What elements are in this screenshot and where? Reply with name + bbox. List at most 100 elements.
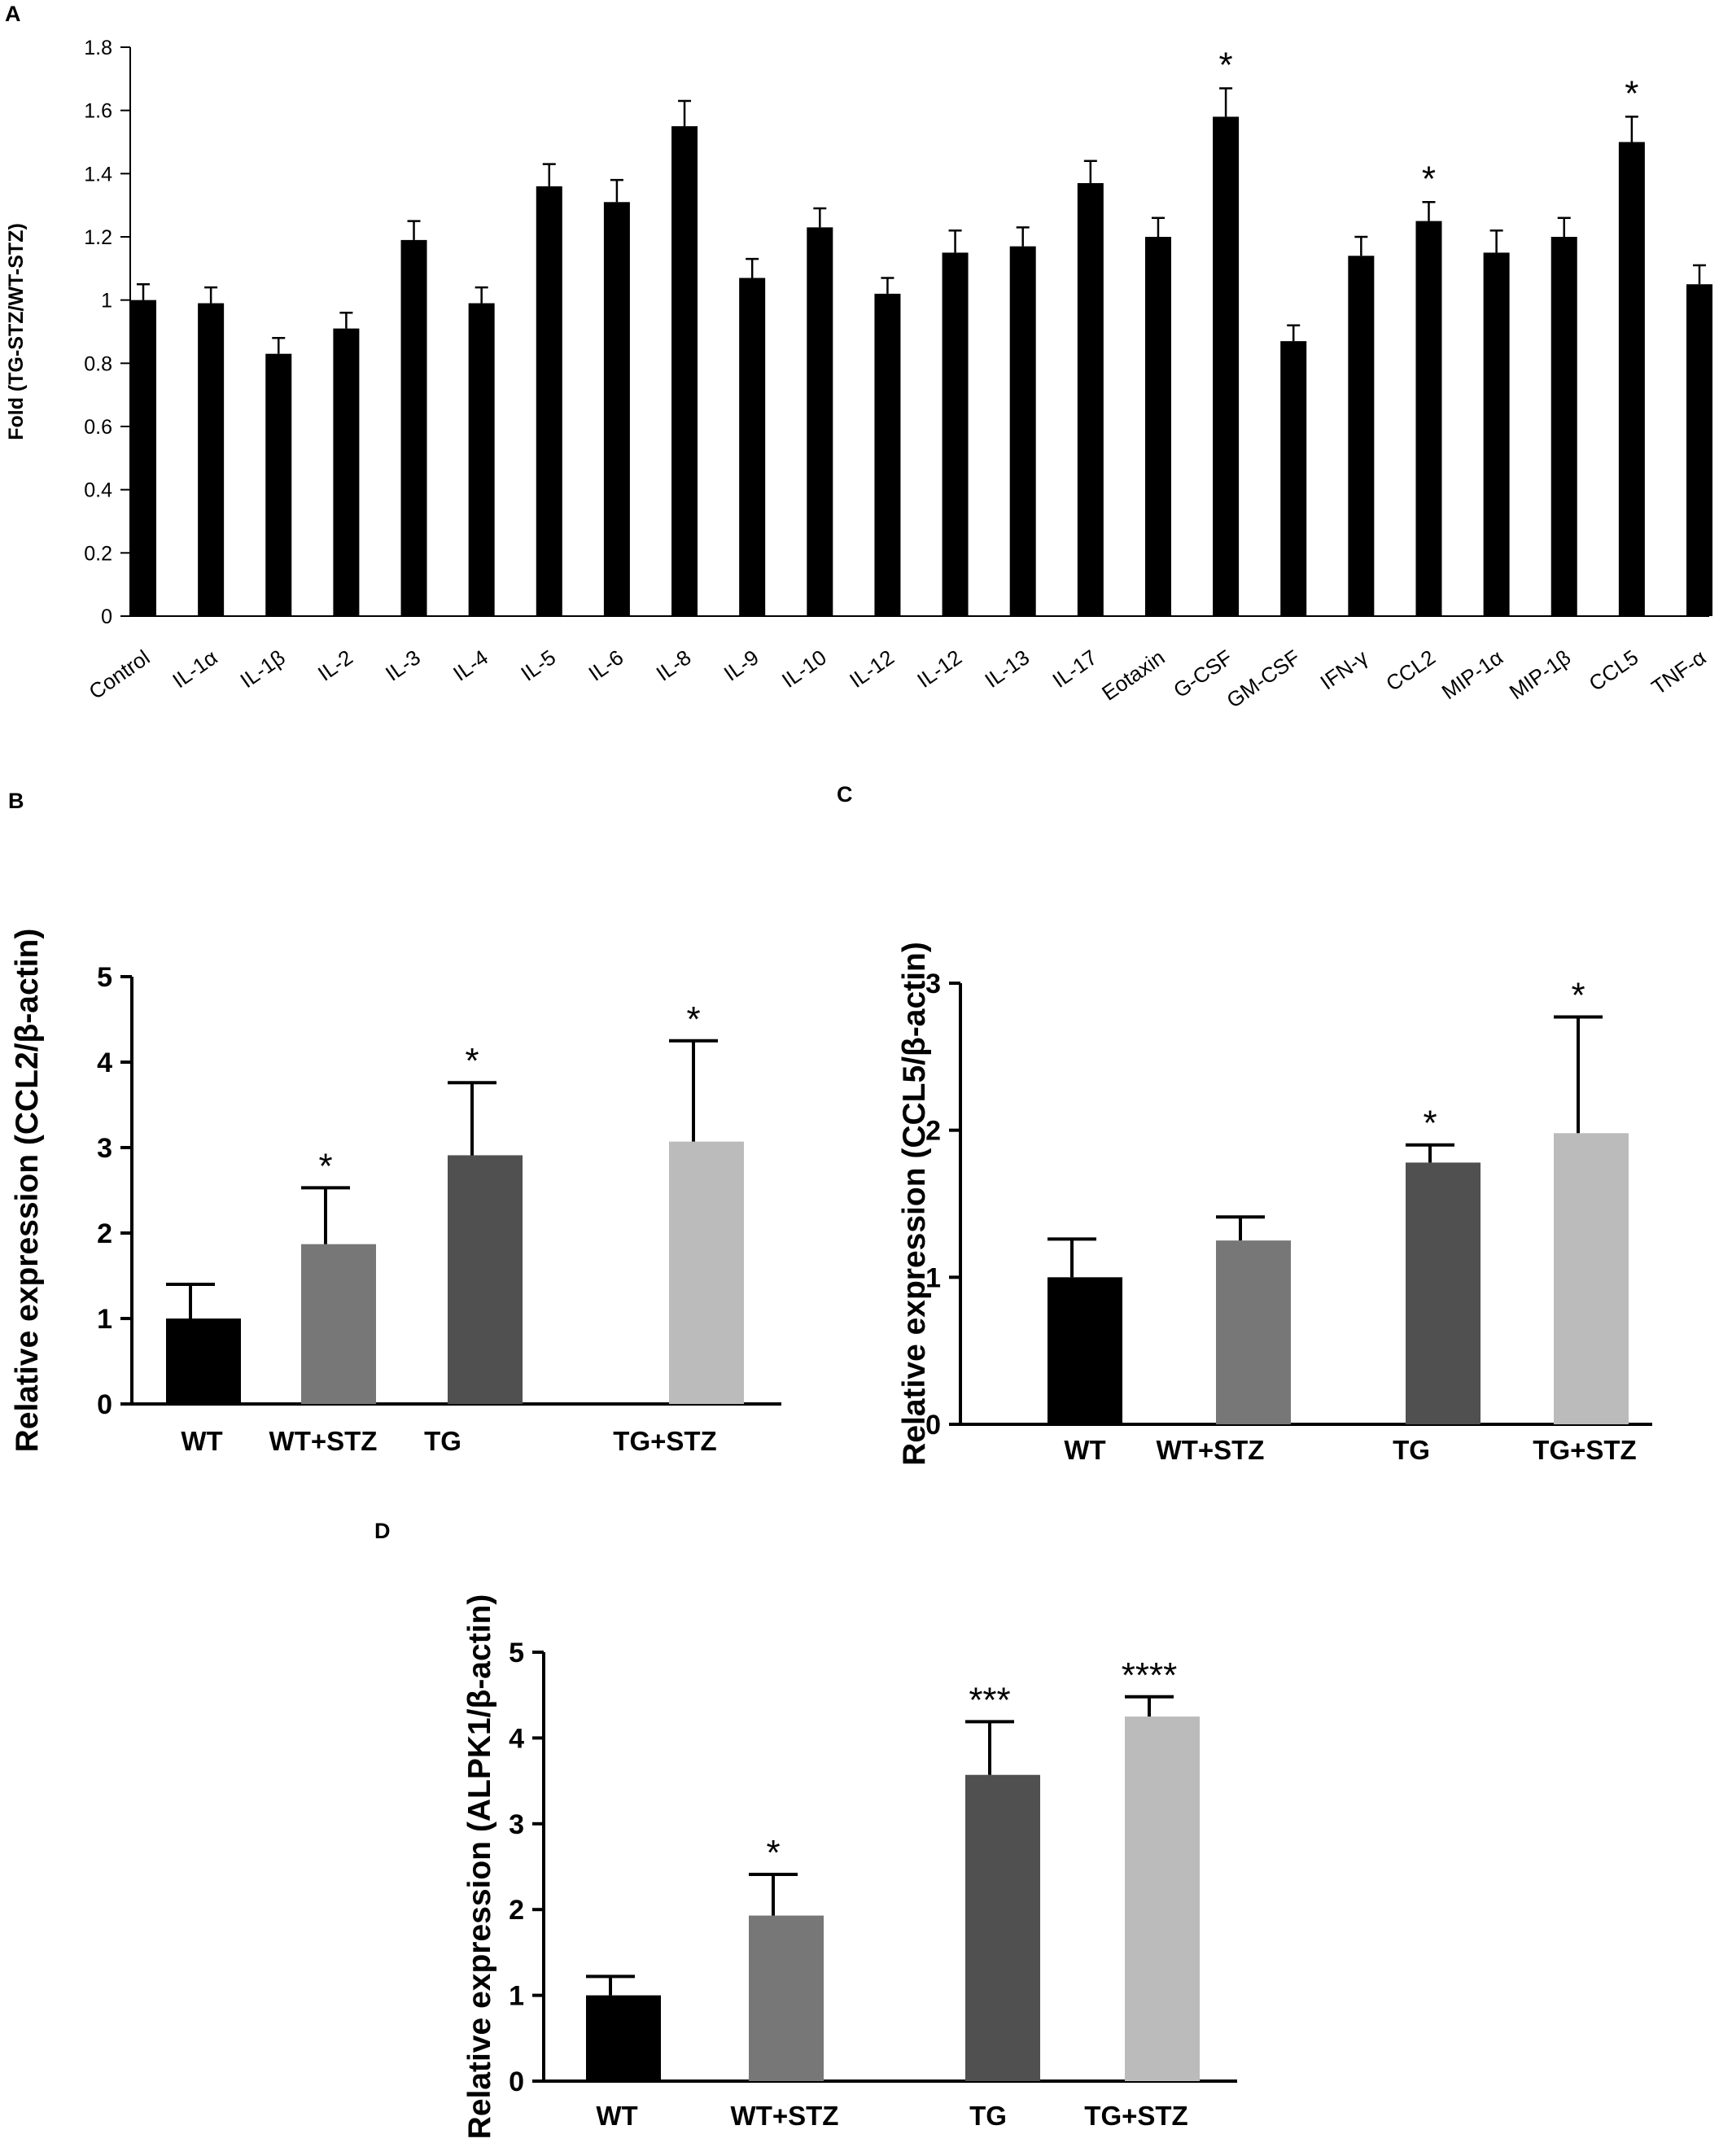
panel-letter-d: D	[374, 1519, 391, 1543]
y-tick-label: 0.8	[84, 352, 112, 375]
significance-marker: ***	[969, 1680, 1010, 1720]
significance-marker: *	[1219, 45, 1233, 85]
y-tick-label: 1	[509, 1981, 524, 2012]
bar	[1280, 341, 1307, 616]
bar	[1009, 246, 1036, 616]
panel-letter-c: C	[837, 782, 853, 807]
y-tick-label: 3	[97, 1133, 112, 1164]
significance-marker: *	[686, 999, 700, 1039]
y-tick-label: 1.2	[84, 226, 112, 249]
significance-marker: *	[1422, 159, 1436, 199]
y-tick-label: 0.2	[84, 542, 112, 565]
y-tick-label: 0	[97, 1389, 112, 1420]
category-label: MIP-1β	[1505, 645, 1575, 704]
significance-marker: *	[465, 1041, 479, 1081]
bar	[586, 1995, 661, 2081]
bar	[739, 278, 766, 616]
chart-a-cytokine-fold: 0 0.2 0.4 0.6 0.8 1 1.2 1.4 1.6 1.8 Fold (TG-STZ/W…	[5, 37, 1712, 713]
bar	[603, 202, 630, 617]
category-label: WT+STZ	[731, 2101, 839, 2131]
category-label: TG+STZ	[1084, 2101, 1187, 2131]
category-label: TNF-α	[1647, 645, 1710, 699]
category-label: WT+STZ	[1157, 1435, 1265, 1465]
category-label: WT	[1064, 1435, 1105, 1465]
y-tick-label: 1.8	[84, 37, 112, 59]
bar	[333, 328, 360, 616]
bar	[1144, 237, 1171, 616]
category-label: GM-CSF	[1222, 645, 1304, 712]
y-axis-label: Relative expression (CCL2/β-actin)	[10, 929, 45, 1453]
category-label: IL-9	[719, 645, 763, 685]
significance-marker: *	[1571, 976, 1585, 1016]
y-tick-label: 0.6	[84, 416, 112, 439]
bar	[671, 126, 698, 617]
category-label: IL-1α	[168, 645, 221, 693]
y-tick-label: 4	[509, 1723, 524, 1754]
bar	[1483, 252, 1510, 616]
y-tick-label: 3	[509, 1809, 524, 1840]
significance-marker: *	[1423, 1104, 1437, 1144]
category-label: IL-1β	[236, 645, 290, 693]
chart-b-ccl2-expression: 0 1 2 3 4 5 Relative expression (CCL2/β-actin)…	[10, 929, 781, 1456]
category-label: IL-13	[980, 645, 1034, 693]
y-axis-label: Fold (TG-STZ/WT-STZ)	[5, 223, 28, 440]
category-label: IFN-γ	[1316, 645, 1372, 694]
y-axis-label: Relative expression (ALPK1/β-actin)	[462, 1594, 497, 2140]
category-label: IL-17	[1048, 645, 1102, 693]
significance-marker: ****	[1122, 1655, 1178, 1695]
bar	[301, 1244, 376, 1404]
category-label: TG+STZ	[1533, 1435, 1636, 1465]
bar	[874, 293, 901, 616]
category-label: WT	[181, 1426, 222, 1456]
y-tick-label: 2	[509, 1895, 524, 1926]
y-tick-label: 1	[101, 290, 112, 313]
panel-letter-b: B	[8, 789, 24, 813]
significance-marker: *	[1625, 73, 1638, 113]
y-tick-label: 1.4	[84, 163, 112, 186]
category-label: TG	[969, 2101, 1007, 2131]
y-tick-label: 0	[509, 2066, 524, 2097]
bar	[1550, 237, 1577, 616]
bar	[1048, 1277, 1122, 1424]
bar	[965, 1774, 1040, 2081]
bar	[1125, 1716, 1200, 2081]
y-tick-label: 2	[97, 1218, 112, 1249]
category-label: CCL5	[1585, 645, 1643, 696]
bar	[1686, 284, 1712, 616]
chart-d-alpk1-expression: 0 1 2 3 4 5 Relative expression (ALPK1/β-actin…	[462, 1594, 1237, 2140]
bar	[536, 186, 562, 616]
bar	[1406, 1162, 1481, 1424]
bar	[669, 1141, 744, 1404]
category-label: MIP-1α	[1437, 645, 1507, 704]
category-label: IL-6	[584, 645, 628, 685]
y-tick-label: 3	[925, 969, 941, 999]
bar	[1348, 256, 1375, 616]
category-label: Eotaxin	[1097, 645, 1169, 705]
bar	[400, 239, 427, 616]
y-tick-label: 0.4	[84, 479, 112, 502]
category-label: TG	[424, 1426, 461, 1456]
y-tick-label: 2	[925, 1116, 941, 1147]
bar	[1077, 182, 1104, 616]
bar	[942, 252, 969, 616]
category-label: IL-4	[448, 645, 492, 685]
category-label: CCL2	[1381, 645, 1440, 696]
bar	[1216, 1240, 1291, 1424]
bar	[1415, 221, 1442, 616]
bar	[166, 1319, 241, 1404]
y-tick-label: 5	[97, 962, 112, 993]
bar	[130, 300, 156, 616]
category-label: TG	[1393, 1435, 1430, 1465]
category-label: IL-2	[313, 645, 357, 685]
bar	[749, 1915, 824, 2081]
significance-marker: *	[766, 1833, 780, 1873]
category-label: IL-5	[516, 645, 560, 685]
y-tick-label: 0	[101, 606, 112, 628]
bar	[807, 227, 833, 616]
bar	[1618, 142, 1645, 616]
category-label: IL-3	[381, 645, 425, 685]
y-tick-label: 5	[509, 1638, 524, 1668]
y-tick-label: 1.6	[84, 100, 112, 123]
